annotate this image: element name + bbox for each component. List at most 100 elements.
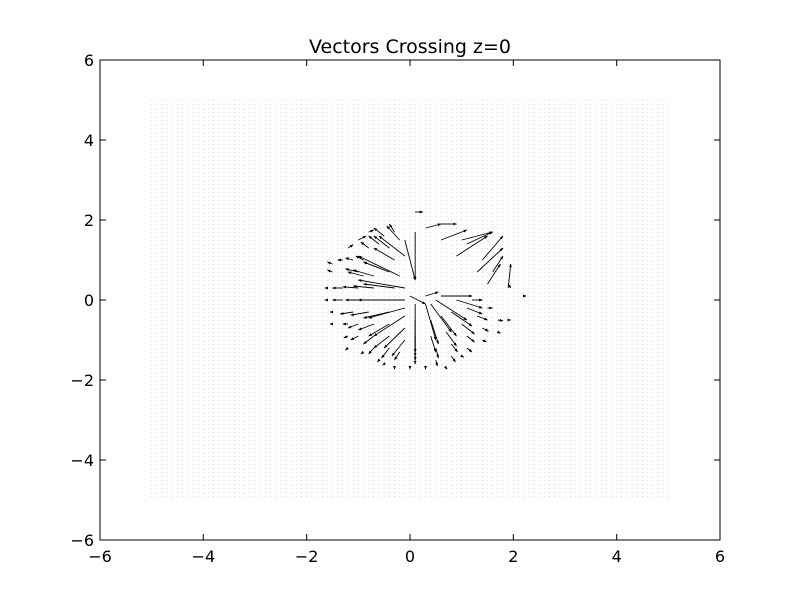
vector-arrow (481, 235, 504, 261)
vector-arrow (345, 268, 359, 273)
vector-arrow (368, 323, 390, 337)
vector-arrow (435, 359, 438, 367)
vector-arrow (460, 354, 465, 358)
vector-arrow (377, 358, 381, 363)
grid-dot-columns (151, 100, 669, 500)
vector-arrow (482, 339, 487, 343)
vector-arrow (345, 346, 349, 351)
vector-arrow (394, 351, 401, 361)
x-tick-label: 0 (405, 547, 415, 566)
vector-arrow (456, 235, 488, 257)
vector-arrow (435, 347, 440, 359)
vector-arrow (450, 355, 456, 363)
vector-arrow (360, 350, 365, 355)
vector-arrow (360, 241, 369, 249)
x-tick-label: −4 (192, 547, 216, 566)
vector-arrow (383, 327, 406, 349)
vector-arrow (440, 229, 468, 241)
vector-arrow (382, 362, 387, 366)
vector-arrow (381, 347, 390, 359)
vector-arrow (425, 303, 437, 341)
vector-arrow (350, 335, 359, 341)
vector-arrow (482, 327, 489, 332)
vector-arrow (466, 347, 473, 353)
vector-arrow (497, 318, 504, 322)
vector-arrow (363, 261, 380, 269)
vector-arrow (435, 299, 468, 321)
y-tick-label: 4 (84, 131, 94, 150)
vector-arrow (461, 323, 475, 335)
vector-arrow (368, 229, 375, 233)
vector-arrow (343, 335, 349, 339)
vector-arrow (456, 299, 483, 309)
vector-arrow (357, 323, 374, 331)
x-axis: −6 −4 −2 0 2 4 6 (88, 60, 725, 566)
vector-arrow (445, 331, 457, 347)
chart-title: Vectors Crossing z=0 (309, 36, 511, 58)
vector-arrow (443, 365, 448, 370)
y-tick-label: 6 (84, 51, 94, 70)
vector-arrow (347, 271, 364, 277)
vector-arrow (363, 282, 395, 289)
x-tick-label: −2 (295, 547, 319, 566)
vector-arrow (386, 225, 400, 241)
vector-arrow (466, 231, 493, 245)
vector-arrow (466, 307, 483, 315)
vector-arrow (391, 339, 406, 357)
y-tick-label: 0 (84, 291, 94, 310)
vector-arrow (409, 295, 426, 305)
vector-arrow (425, 223, 442, 229)
vector-arrow (378, 235, 406, 257)
vector-arrow (461, 231, 494, 241)
vector-arrow (339, 311, 354, 315)
vector-arrow (373, 247, 395, 261)
vector-arrow (388, 223, 395, 233)
y-axis: −6 −4 −2 0 2 4 6 (70, 51, 720, 550)
vector-arrow (430, 319, 439, 345)
vector-arrow (440, 315, 457, 337)
vector-arrow (373, 235, 390, 249)
vector-arrow (466, 335, 475, 343)
vector-arrow (347, 244, 354, 249)
vector-arrow (507, 283, 512, 289)
vector-arrow (404, 239, 416, 281)
vector-arrow (345, 257, 354, 261)
vector-arrow (477, 315, 488, 321)
vector-arrow (326, 269, 333, 273)
y-tick-label: −2 (70, 371, 94, 390)
vector-arrow (487, 263, 501, 285)
vector-arrow (347, 323, 359, 329)
vector-arrow (350, 311, 369, 317)
vector-arrow (430, 303, 452, 333)
vector-arrow (352, 284, 374, 289)
background-dot-grid (151, 100, 669, 500)
vector-arrow (451, 311, 473, 327)
vector-arrow (425, 291, 439, 297)
vector-arrow (496, 330, 501, 334)
x-tick-label: 6 (715, 547, 725, 566)
x-tick-label: 4 (612, 547, 622, 566)
vector-arrow (368, 235, 380, 245)
vector-arrow (342, 285, 359, 289)
y-tick-label: −4 (70, 451, 94, 470)
y-tick-label: −6 (70, 531, 94, 550)
vector-arrow (363, 311, 390, 319)
vector-arrow (326, 261, 333, 265)
vector-arrow (450, 343, 458, 353)
x-tick-label: −6 (88, 547, 112, 566)
vector-field (324, 210, 527, 370)
x-tick-label: 2 (508, 547, 518, 566)
vector-arrow (373, 227, 385, 237)
vector-arrow (373, 335, 390, 349)
vector-arrow (352, 269, 374, 277)
vector-arrow (358, 235, 367, 241)
vector-arrow (476, 247, 504, 273)
vector-arrow (492, 255, 504, 273)
vector-arrow (430, 335, 437, 353)
y-tick-label: 2 (84, 211, 94, 230)
vector-arrow (373, 315, 406, 337)
vector-arrow (358, 255, 400, 277)
vector-arrow (368, 347, 375, 355)
vector-arrow (363, 335, 375, 345)
